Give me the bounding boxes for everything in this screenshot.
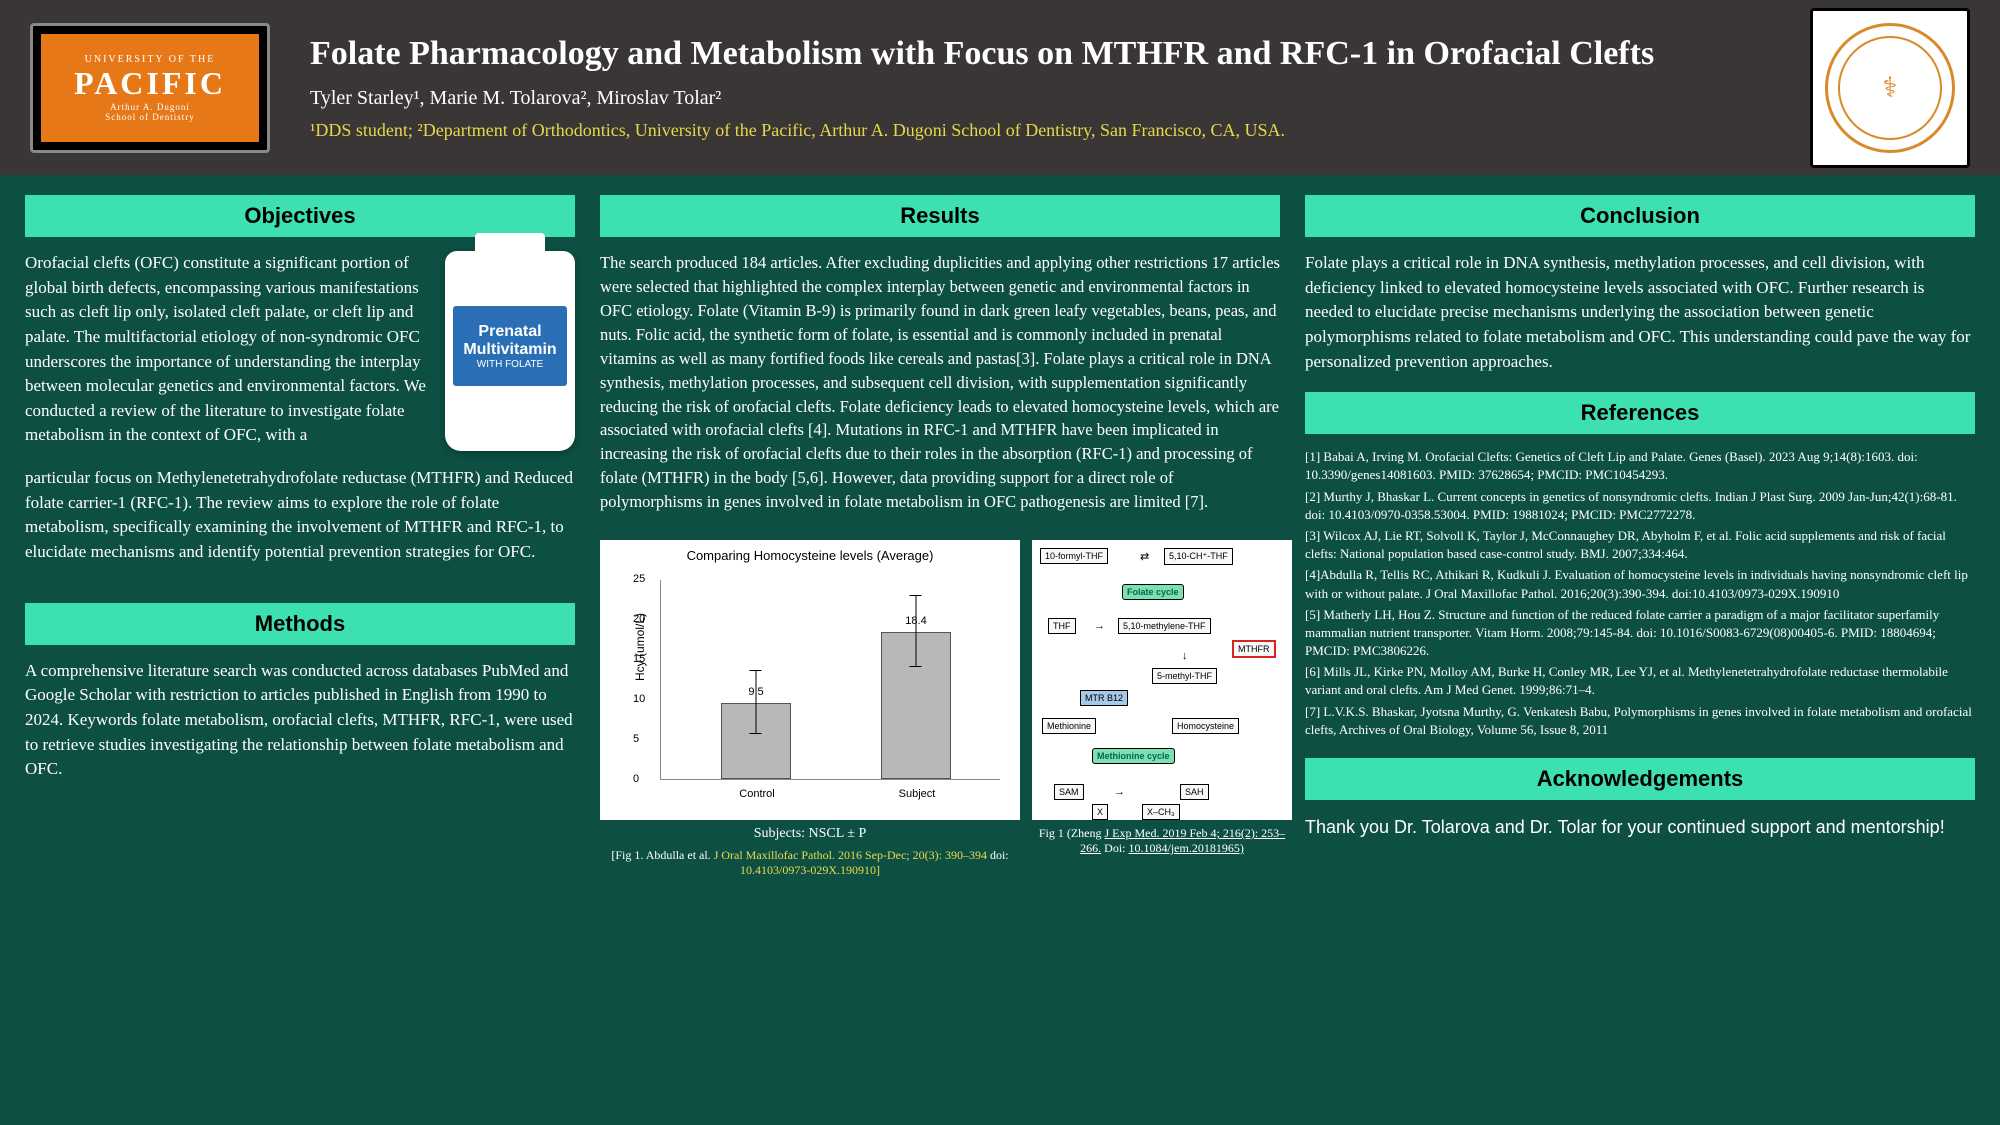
reference-item: [3] Wilcox AJ, Lie RT, Solvoll K, Taylor… — [1305, 527, 1975, 563]
fig1b-caption: Fig 1 (Zheng J Exp Med. 2019 Feb 4; 216(… — [1032, 826, 1292, 856]
results-text: The search produced 184 articles. After … — [600, 251, 1280, 514]
methods-header: Methods — [25, 603, 575, 645]
objectives-text-2: particular focus on Methylenetetrahydrof… — [25, 466, 575, 565]
reference-item: [2] Murthy J, Bhaskar L. Current concept… — [1305, 488, 1975, 524]
subjects-caption: Subjects: NSCL ± P — [600, 826, 1020, 842]
logo-pacific: UNIVERSITY OF THE PACIFIC Arthur A. Dugo… — [30, 23, 270, 153]
chart-title: Comparing Homocysteine levels (Average) — [600, 548, 1020, 563]
seal-icon: ⚕ — [1882, 71, 1897, 105]
methods-text: A comprehensive literature search was co… — [25, 659, 575, 782]
objectives-text-1: Orofacial clefts (OFC) constitute a sign… — [25, 251, 429, 448]
logo-line3: Arthur A. Dugoni — [110, 102, 190, 112]
conclusion-text: Folate plays a critical role in DNA synt… — [1305, 251, 1975, 374]
ack-header: Acknowledgements — [1305, 758, 1975, 800]
folate-cycle-diagram: 10-formyl-THF ⇄ 5,10-CH⁺-THF Folate cycl… — [1032, 540, 1292, 820]
bottle-label-1: Prenatal — [478, 323, 541, 341]
reference-item: [6] Mills JL, Kirke PN, Molloy AM, Burke… — [1305, 663, 1975, 699]
logo-line1: UNIVERSITY OF THE — [85, 54, 216, 65]
poster-content: Objectives Orofacial clefts (OFC) consti… — [0, 175, 2000, 1125]
results-header: Results — [600, 195, 1280, 237]
logo-line2: PACIFIC — [74, 65, 226, 102]
objectives-header: Objectives — [25, 195, 575, 237]
references-header: References — [1305, 392, 1975, 434]
reference-item: [7] L.V.K.S. Bhaskar, Jyotsna Murthy, G.… — [1305, 703, 1975, 739]
reference-item: [4]Abdulla R, Tellis RC, Athikari R, Kud… — [1305, 566, 1975, 602]
poster-authors: Tyler Starley¹, Marie M. Tolarova², Miro… — [310, 87, 1770, 110]
poster-title: Folate Pharmacology and Metabolism with … — [310, 35, 1770, 73]
ack-text: Thank you Dr. Tolarova and Dr. Tolar for… — [1305, 814, 1975, 840]
homocysteine-bar-chart: Comparing Homocysteine levels (Average) … — [600, 540, 1020, 820]
logo-seal: ⚕ — [1810, 8, 1970, 168]
fig1a-caption: [Fig 1. Abdulla et al. J Oral Maxillofac… — [600, 848, 1020, 878]
conclusion-header: Conclusion — [1305, 195, 1975, 237]
vitamin-bottle-image: Prenatal Multivitamin WITH FOLATE — [445, 251, 575, 451]
reference-item: [1] Babai A, Irving M. Orofacial Clefts:… — [1305, 448, 1975, 484]
bottle-label-3: WITH FOLATE — [477, 359, 543, 370]
poster-affiliation: ¹DDS student; ²Department of Orthodontic… — [310, 120, 1770, 141]
figures-row: Comparing Homocysteine levels (Average) … — [600, 540, 1280, 878]
reference-item: [5] Matherly LH, Hou Z. Structure and fu… — [1305, 606, 1975, 661]
bottle-label-2: Multivitamin — [463, 341, 556, 359]
references-list: [1] Babai A, Irving M. Orofacial Clefts:… — [1305, 448, 1975, 742]
logo-line4: School of Dentistry — [105, 112, 195, 122]
poster-header: UNIVERSITY OF THE PACIFIC Arthur A. Dugo… — [0, 0, 2000, 175]
